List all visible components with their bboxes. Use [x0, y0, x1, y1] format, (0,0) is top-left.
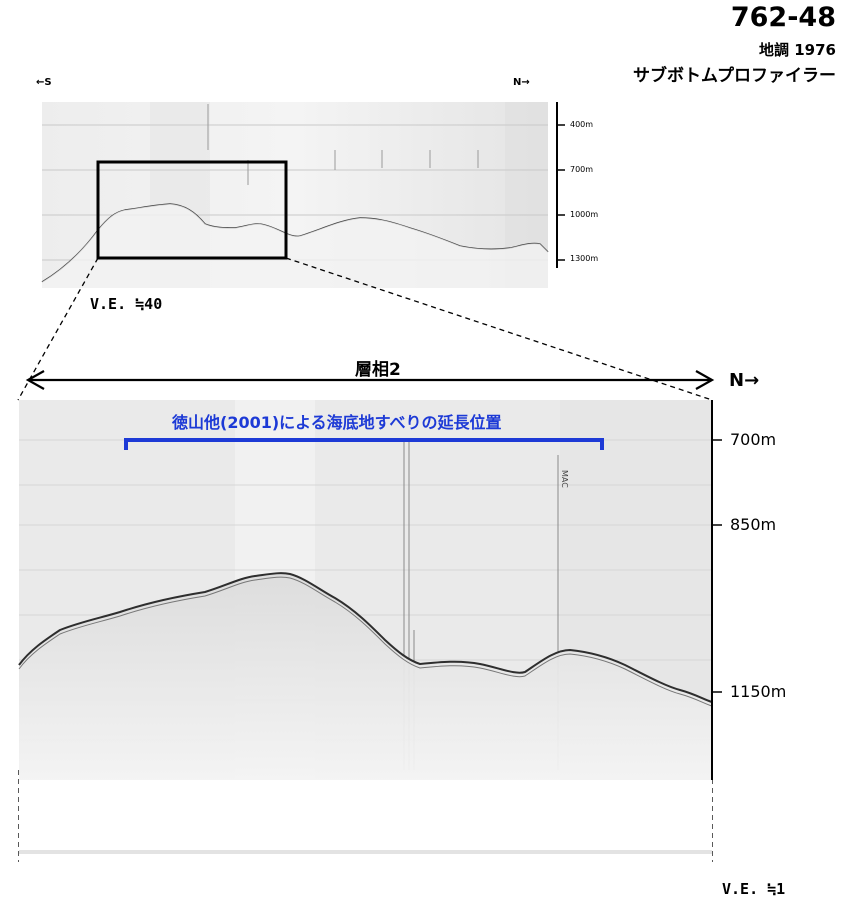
- overview-vertical-exaggeration: V.E. ≒40: [90, 295, 163, 313]
- instrument-label: サブボトムプロファイラー: [633, 66, 836, 86]
- survey-label: 地調 1976: [759, 41, 836, 59]
- overview-selection-box: [96, 160, 288, 260]
- overview-north-label: N→: [513, 77, 530, 88]
- detail-seafloor-trace: [18, 572, 713, 703]
- overview-south-label: ←S: [36, 77, 52, 88]
- overview-depth-label-700: 700m: [570, 165, 594, 174]
- detail-record: MAC: [18, 400, 722, 862]
- overview-depth-label-400: 400m: [570, 120, 594, 129]
- landslide-annotation: 徳山他(2001)による海底地すべりの延長位置: [172, 413, 502, 432]
- landslide-extension-bracket: [124, 438, 604, 450]
- detail-north-label: N→: [729, 370, 760, 391]
- overview-depth-label-1000: 1000m: [570, 210, 599, 219]
- detail-depth-label-1150: 1150m: [730, 682, 787, 701]
- detail-depth-label-850: 850m: [730, 515, 777, 534]
- facies-extent-arrow: [25, 370, 715, 390]
- svg-text:MAC: MAC: [560, 470, 569, 488]
- facies-label: 層相2: [355, 360, 401, 380]
- overview-depth-label-1300: 1300m: [570, 254, 599, 263]
- detail-depth-label-700: 700m: [730, 430, 777, 449]
- detail-vertical-exaggeration: V.E. ≒1: [722, 880, 786, 898]
- profile-id: 762-48: [730, 2, 836, 33]
- overview-record: [41, 102, 565, 288]
